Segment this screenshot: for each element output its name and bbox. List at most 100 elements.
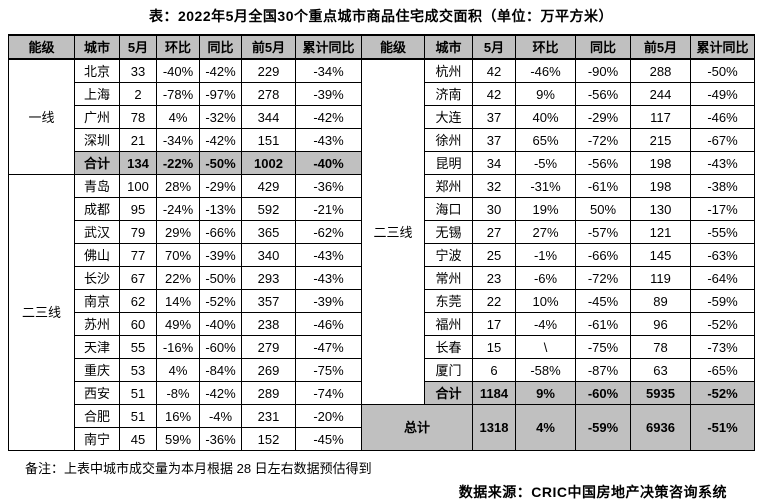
value-cell: \ [515, 335, 576, 359]
value-cell: 65% [515, 128, 576, 152]
value-cell: -24% [156, 197, 200, 221]
value-cell: 50% [575, 197, 631, 221]
value-cell: 198 [630, 151, 691, 175]
value-cell: -56% [575, 82, 631, 106]
value-cell: 289 [241, 381, 296, 405]
value-cell: -6% [515, 266, 576, 290]
value-cell: -59% [575, 404, 631, 451]
value-cell: 27 [472, 220, 516, 244]
column-header: 城市 [74, 34, 120, 60]
value-cell: -52% [690, 312, 755, 336]
value-cell: 19% [515, 197, 576, 221]
value-cell: -42% [199, 58, 242, 83]
value-cell: -29% [575, 105, 631, 129]
value-cell: -34% [295, 58, 362, 83]
value-cell: -38% [690, 174, 755, 198]
value-cell: -36% [199, 427, 242, 451]
value-cell: 130 [630, 197, 691, 221]
value-cell: 59% [156, 427, 200, 451]
column-header: 5月 [119, 34, 157, 60]
value-cell: -60% [199, 335, 242, 359]
value-cell: -62% [295, 220, 362, 244]
value-cell: 9% [515, 381, 576, 405]
city-cell: 合肥 [74, 404, 120, 428]
value-cell: -58% [515, 358, 576, 382]
value-cell: 51 [119, 381, 157, 405]
value-cell: 78 [630, 335, 691, 359]
city-cell: 重庆 [74, 358, 120, 382]
column-header: 同比 [575, 34, 631, 60]
table-row: 武汉 79 29% -66% 365 -62% 无锡 27 27% -57% 121 -55% [9, 220, 755, 244]
city-cell: 武汉 [74, 220, 120, 244]
table-header: 能级 城市 5月 环比 同比 前5月 累计同比 能级 城市 5月 环比 同比 前5月 累计同比 [8, 34, 755, 60]
value-cell: 22 [472, 289, 516, 313]
grand-total-label-cell: 总计 [361, 404, 473, 451]
value-cell: 42 [472, 82, 516, 106]
value-cell: -46% [690, 105, 755, 129]
value-cell: 32 [472, 174, 516, 198]
value-cell: 5935 [630, 381, 691, 405]
value-cell: 151 [241, 128, 296, 152]
value-cell: -39% [295, 289, 362, 313]
city-cell: 南京 [74, 289, 120, 313]
value-cell: -75% [575, 335, 631, 359]
value-cell: 6936 [630, 404, 691, 451]
value-cell: 365 [241, 220, 296, 244]
housing-transactions-table: 能级 城市 5月 环比 同比 前5月 累计同比 能级 城市 5月 环比 同比 前5月 累计同比 一线 北京 3… [8, 34, 755, 451]
value-cell: 1184 [472, 381, 516, 405]
value-cell: -8% [156, 381, 200, 405]
value-cell: -49% [690, 82, 755, 106]
column-header: 能级 [8, 34, 75, 60]
value-cell: -32% [199, 105, 242, 129]
value-cell: -72% [575, 128, 631, 152]
value-cell: 37 [472, 128, 516, 152]
value-cell: -45% [295, 427, 362, 451]
value-cell: 40% [515, 105, 576, 129]
table-title: 表：2022年5月全国30个重点城市商品住宅成交面积（单位：万平方米） [148, 8, 613, 24]
city-cell: 福州 [424, 312, 473, 336]
value-cell: -97% [199, 82, 242, 106]
value-cell: -52% [690, 381, 755, 405]
value-cell: 78 [119, 105, 157, 129]
value-cell: 10% [515, 289, 576, 313]
value-cell: -61% [575, 312, 631, 336]
value-cell: 21 [119, 128, 157, 152]
value-cell: -73% [690, 335, 755, 359]
value-cell: 4% [156, 105, 200, 129]
value-cell: 279 [241, 335, 296, 359]
value-cell: 49% [156, 312, 200, 336]
value-cell: -42% [199, 128, 242, 152]
header-row: 能级 城市 5月 环比 同比 前5月 累计同比 能级 城市 5月 环比 同比 前5月 累计同比 [8, 34, 755, 60]
value-cell: -20% [295, 404, 362, 428]
value-cell: 288 [630, 58, 691, 83]
table-body: 一线 北京 33 -40% -42% 229 -34% 二三线 杭州 42 -46% -90% 288-… [8, 58, 755, 451]
value-cell: 152 [241, 427, 296, 451]
city-cell: 海口 [424, 197, 473, 221]
value-cell: -16% [156, 335, 200, 359]
city-cell: 青岛 [74, 174, 120, 198]
city-cell: 常州 [424, 266, 473, 290]
value-cell: 23 [472, 266, 516, 290]
value-cell: -75% [295, 358, 362, 382]
value-cell: 60 [119, 312, 157, 336]
value-cell: 231 [241, 404, 296, 428]
city-cell: 长春 [424, 335, 473, 359]
table-row: 合肥 51 16% -4% 231 -20% 总计 1318 4% -59% 6936 -51% [9, 404, 755, 451]
city-cell: 大连 [424, 105, 473, 129]
value-cell: 70% [156, 243, 200, 267]
value-cell: 244 [630, 82, 691, 106]
table-row: 天津 55 -16% -60% 279 -47% 长春 15 \ -75% 78 -73% [9, 335, 755, 359]
city-cell: 成都 [74, 197, 120, 221]
city-cell: 昆明 [424, 151, 473, 175]
value-cell: 77 [119, 243, 157, 267]
city-cell: 无锡 [424, 220, 473, 244]
column-header: 前5月 [241, 34, 296, 60]
page: 表：2022年5月全国30个重点城市商品住宅成交面积（单位：万平方米） 能级 城市… [8, 8, 755, 500]
value-cell: 67 [119, 266, 157, 290]
value-cell: 293 [241, 266, 296, 290]
column-header: 环比 [515, 34, 576, 60]
value-cell: -84% [199, 358, 242, 382]
value-cell: -21% [295, 197, 362, 221]
value-cell: 357 [241, 289, 296, 313]
value-cell: 51 [119, 404, 157, 428]
